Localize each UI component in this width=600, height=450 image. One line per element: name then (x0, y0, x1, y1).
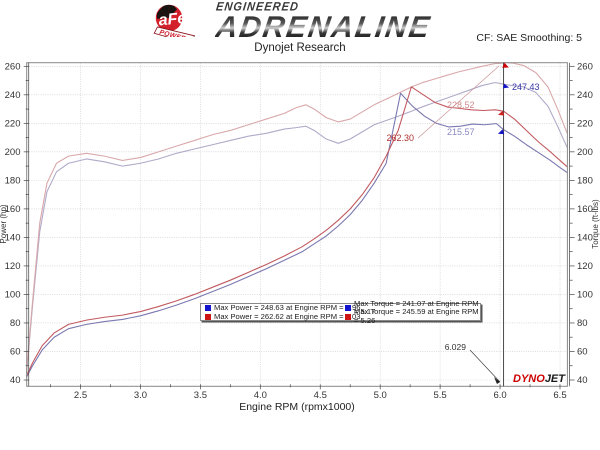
svg-text:60: 60 (577, 347, 588, 358)
svg-text:220: 220 (577, 119, 593, 130)
svg-text:40: 40 (577, 375, 588, 386)
svg-text:200: 200 (577, 147, 593, 158)
svg-text:262.30: 262.30 (386, 133, 414, 143)
svg-text:Engine RPM (rpmx1000): Engine RPM (rpmx1000) (239, 401, 355, 413)
svg-text:100: 100 (5, 290, 21, 301)
svg-text:3.5: 3.5 (194, 390, 207, 401)
svg-text:60: 60 (10, 347, 21, 358)
svg-text:4.5: 4.5 (314, 390, 327, 401)
svg-text:120: 120 (577, 261, 593, 272)
svg-text:100: 100 (577, 290, 593, 301)
svg-text:247.43: 247.43 (512, 82, 540, 92)
svg-text:DYNOJET: DYNOJET (513, 373, 566, 385)
svg-text:180: 180 (5, 176, 21, 187)
svg-text:2.5: 2.5 (74, 390, 87, 401)
svg-text:200: 200 (5, 147, 21, 158)
svg-text:228.52: 228.52 (447, 100, 475, 110)
svg-text:180: 180 (577, 176, 593, 187)
svg-text:240: 240 (577, 90, 593, 101)
svg-text:5.0: 5.0 (374, 390, 387, 401)
svg-text:260: 260 (577, 62, 593, 73)
svg-text:3.0: 3.0 (134, 390, 147, 401)
svg-text:120: 120 (5, 261, 21, 272)
svg-text:80: 80 (577, 318, 588, 329)
svg-text:4.0: 4.0 (254, 390, 267, 401)
svg-text:80: 80 (10, 318, 21, 329)
svg-text:220: 220 (5, 119, 21, 130)
svg-text:Power (hp): Power (hp) (0, 204, 8, 243)
svg-text:260: 260 (5, 62, 21, 73)
svg-text:6.029: 6.029 (445, 342, 467, 352)
svg-text:Torque (ft-lbs): Torque (ft-lbs) (591, 199, 600, 249)
svg-text:240: 240 (5, 90, 21, 101)
svg-text:6.0: 6.0 (493, 390, 506, 401)
svg-text:215.57: 215.57 (447, 127, 475, 137)
svg-text:40: 40 (10, 375, 21, 386)
svg-text:5.5: 5.5 (434, 390, 447, 401)
svg-text:6.5: 6.5 (553, 390, 566, 401)
